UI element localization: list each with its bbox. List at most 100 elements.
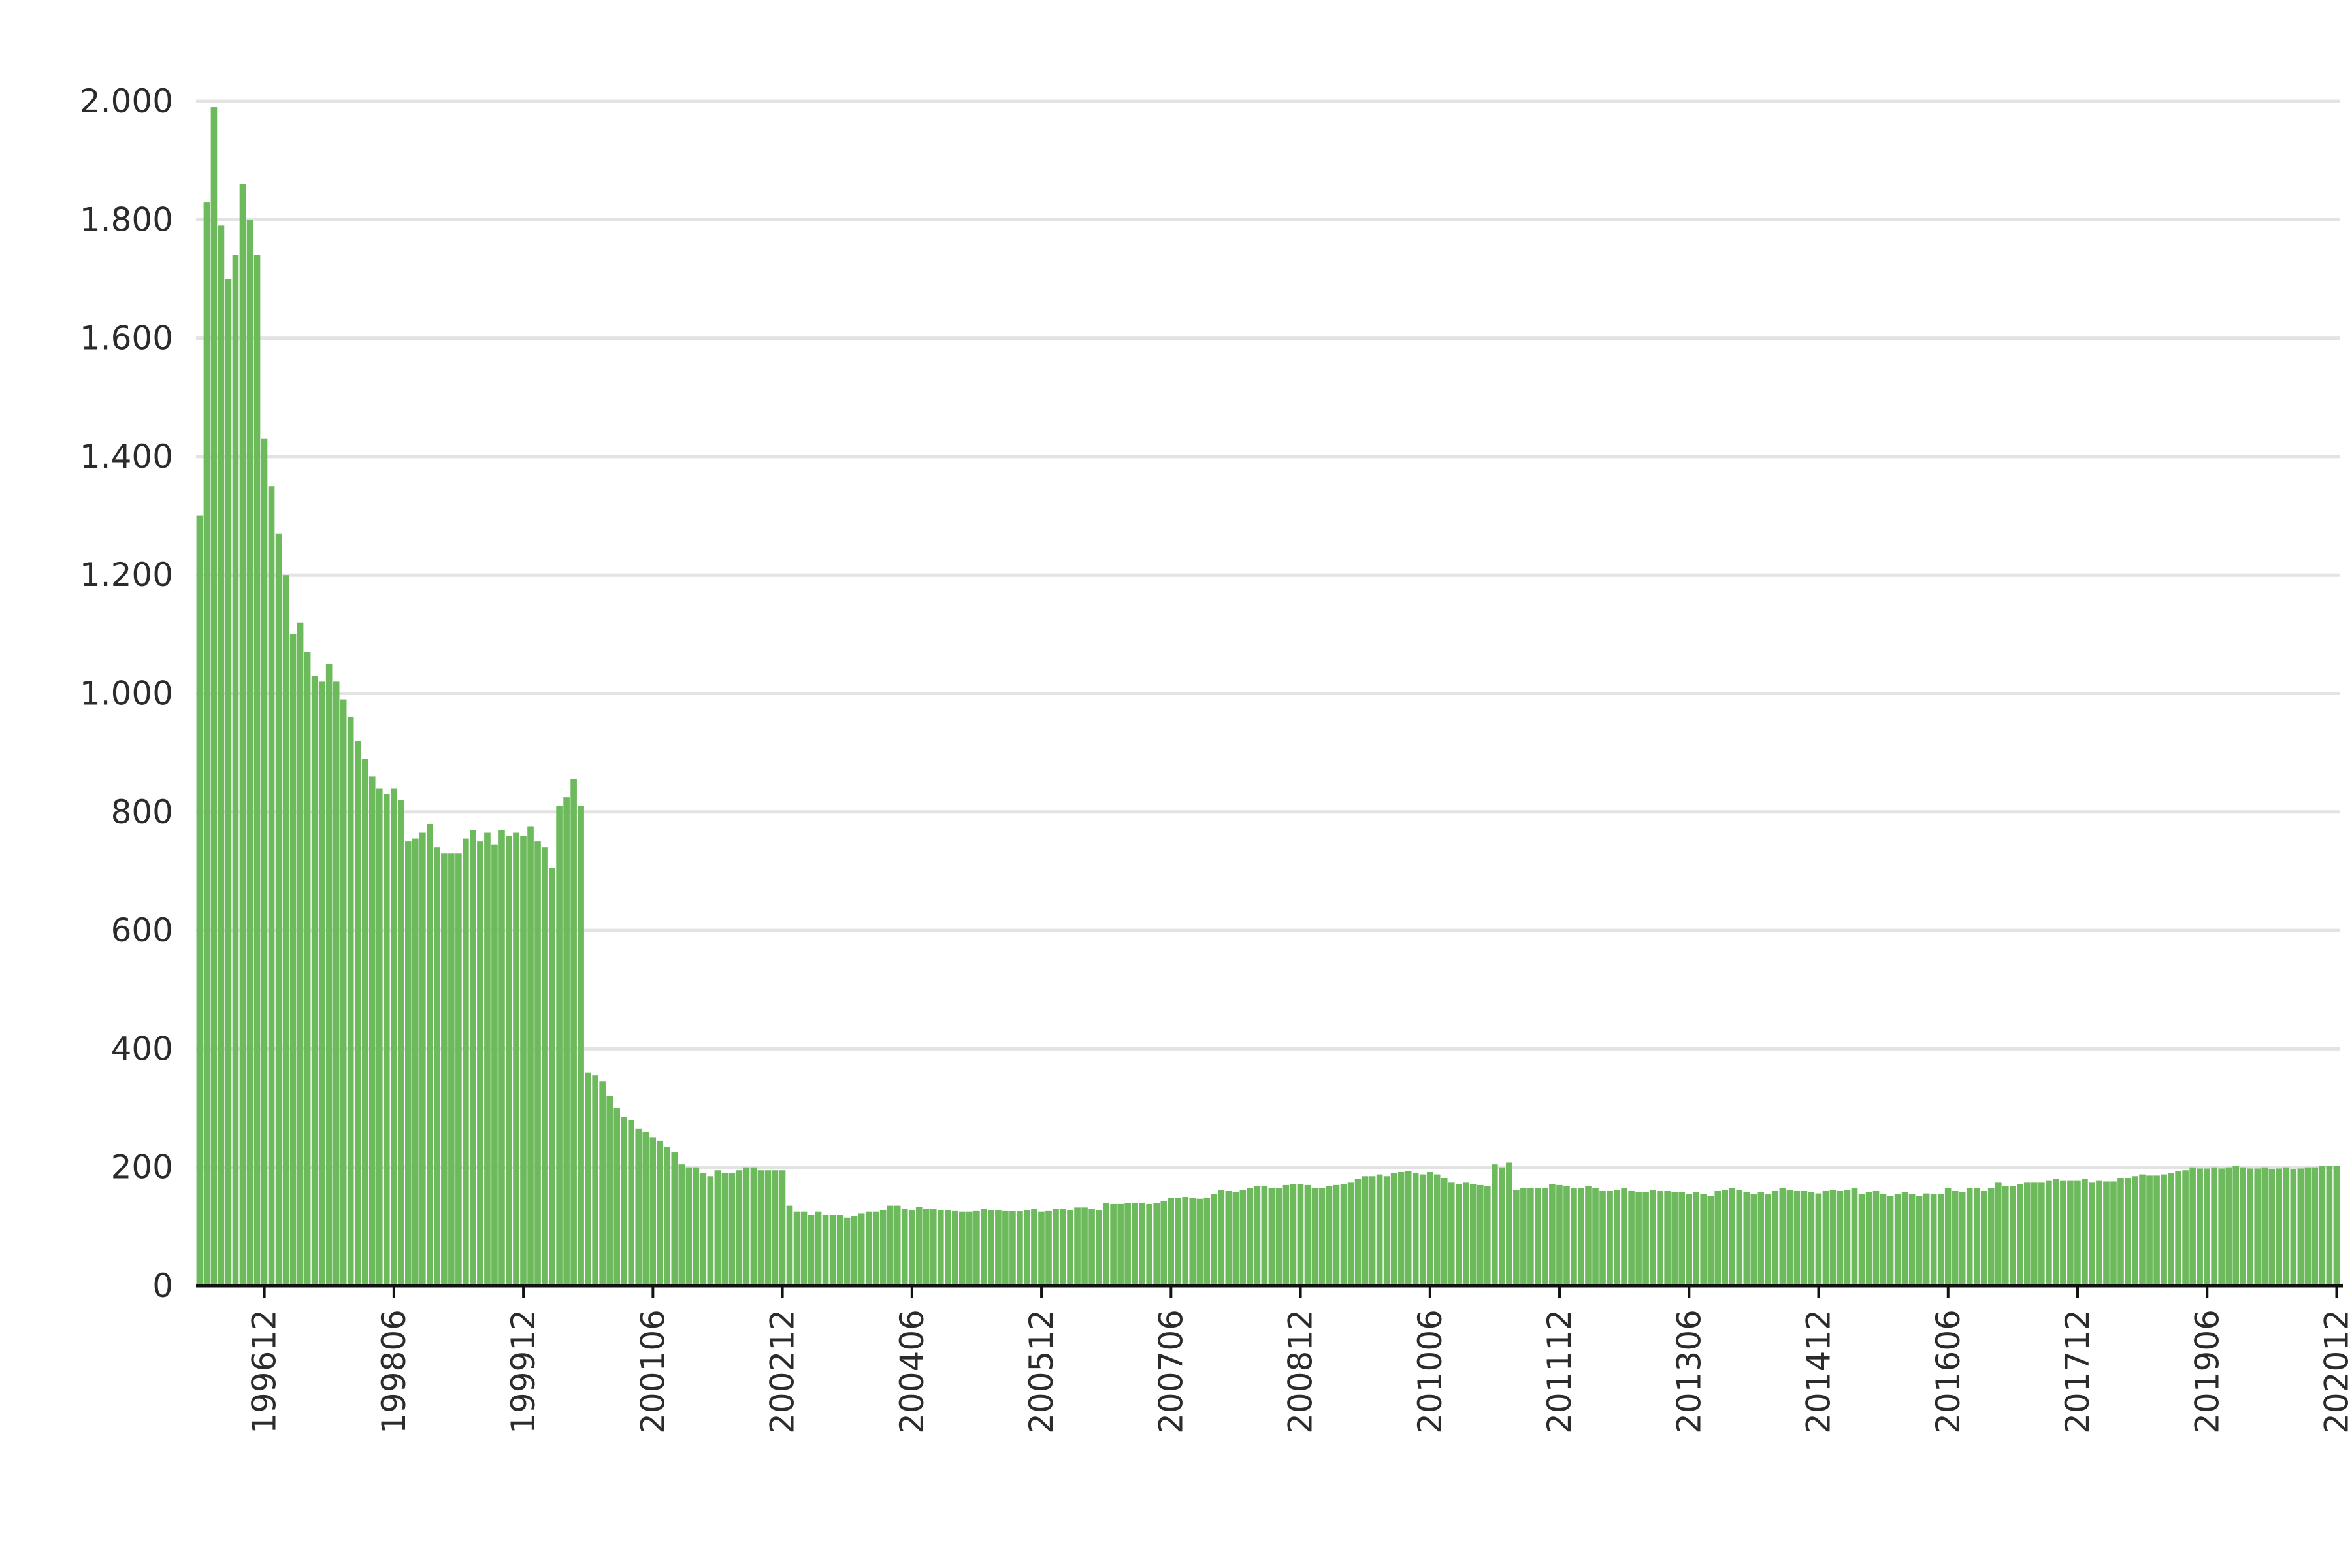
bar — [1607, 1190, 1613, 1286]
bar — [1441, 1178, 1448, 1286]
bar — [1599, 1190, 1606, 1286]
bar — [1340, 1184, 1347, 1286]
y-tick-label: 1.400 — [80, 438, 173, 476]
bar — [1189, 1198, 1196, 1286]
bar — [707, 1176, 714, 1286]
bar — [1275, 1188, 1282, 1286]
bar — [470, 829, 476, 1286]
bar — [1182, 1197, 1189, 1286]
bar — [448, 853, 455, 1286]
bar — [2110, 1181, 2117, 1286]
bar — [1736, 1190, 1743, 1286]
bar — [2211, 1167, 2217, 1286]
bar — [1311, 1188, 1318, 1286]
bar — [1168, 1198, 1175, 1286]
bar — [1722, 1190, 1729, 1286]
bar — [1304, 1184, 1311, 1286]
bar — [2132, 1176, 2138, 1286]
bar — [1031, 1209, 1037, 1286]
bar — [1786, 1190, 1793, 1286]
bar — [484, 832, 491, 1286]
x-tick-label: 201306 — [1670, 1309, 1708, 1434]
x-tick-label: 200706 — [1152, 1309, 1190, 1434]
bar — [1693, 1192, 1699, 1286]
bar — [772, 1170, 779, 1286]
bar — [1959, 1192, 1966, 1286]
bar — [1995, 1182, 2002, 1286]
bar — [1549, 1184, 1556, 1286]
bar — [1700, 1194, 1707, 1286]
bar — [368, 776, 376, 1286]
bar — [743, 1167, 750, 1286]
bar — [289, 634, 297, 1286]
bar — [1297, 1184, 1304, 1286]
bar — [1477, 1184, 1484, 1286]
bar — [829, 1215, 836, 1286]
bar — [1880, 1194, 1887, 1286]
bar — [937, 1209, 944, 1286]
bar — [2046, 1180, 2052, 1286]
y-axis-tick-labels: 0 200 400 600 800 1.000 1.200 1.400 1.600 1.800 2.… — [80, 82, 173, 1305]
bar — [1779, 1188, 1786, 1286]
bar — [210, 107, 218, 1286]
bar — [203, 202, 210, 1286]
bar — [2125, 1178, 2131, 1286]
bar — [2082, 1179, 2088, 1286]
bar — [2297, 1168, 2304, 1286]
x-tick-label: 201006 — [1411, 1309, 1449, 1434]
bar — [2333, 1165, 2340, 1286]
bar — [988, 1209, 994, 1286]
bar — [1009, 1211, 1016, 1286]
bar — [851, 1216, 858, 1286]
bar — [2067, 1180, 2074, 1286]
bar — [1024, 1209, 1030, 1286]
bar — [1419, 1174, 1426, 1286]
bar — [786, 1205, 793, 1286]
bar — [808, 1215, 815, 1286]
y-tick-label: 600 — [111, 911, 173, 949]
bar — [1110, 1203, 1117, 1286]
bar — [477, 841, 483, 1286]
bar — [757, 1170, 764, 1286]
x-tick-label: 199912 — [504, 1309, 542, 1434]
bar — [1865, 1192, 1872, 1286]
bar — [246, 220, 253, 1286]
bar — [1455, 1184, 1462, 1286]
bar — [671, 1152, 678, 1286]
bar — [1218, 1190, 1225, 1286]
bar — [930, 1209, 937, 1286]
x-tick-label: 201112 — [1541, 1309, 1578, 1434]
bar — [1894, 1194, 1901, 1286]
bar — [1225, 1190, 1232, 1286]
bar — [506, 836, 512, 1286]
y-tick-label: 1.800 — [80, 201, 173, 238]
bar — [1822, 1190, 1829, 1286]
bar — [1362, 1176, 1369, 1286]
bar — [520, 836, 527, 1286]
bar — [491, 844, 498, 1286]
bar — [1074, 1207, 1081, 1286]
bar — [2017, 1184, 2023, 1286]
bar — [1211, 1194, 1218, 1286]
bar — [1096, 1209, 1102, 1286]
bar — [635, 1128, 642, 1286]
bar — [642, 1132, 649, 1286]
bar — [959, 1211, 966, 1286]
bar — [347, 717, 354, 1286]
bar — [1383, 1176, 1390, 1286]
bar — [340, 699, 347, 1286]
bar — [578, 806, 584, 1286]
y-tick-label: 1.200 — [80, 556, 173, 594]
bars — [196, 107, 2340, 1286]
bar — [966, 1211, 973, 1286]
bar — [1268, 1188, 1275, 1286]
bar — [1772, 1190, 1779, 1286]
bar — [1506, 1162, 1512, 1286]
bar — [721, 1173, 728, 1286]
bar — [1376, 1174, 1383, 1286]
bar — [1650, 1190, 1656, 1286]
bar — [915, 1207, 923, 1286]
bar — [1412, 1173, 1419, 1286]
bar — [599, 1081, 606, 1286]
bar — [1801, 1190, 1808, 1286]
